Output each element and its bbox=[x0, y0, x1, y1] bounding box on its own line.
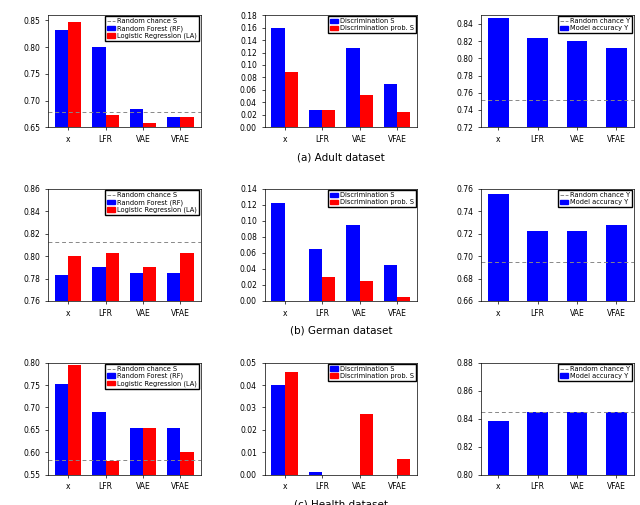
Bar bbox=[92, 267, 106, 505]
Legend: Random chance S, Random Forest (RF), Logistic Regression (LA): Random chance S, Random Forest (RF), Log… bbox=[106, 364, 199, 389]
Bar bbox=[143, 123, 156, 474]
Bar bbox=[360, 281, 372, 301]
Legend: Random chance Y, Model accuracy Y: Random chance Y, Model accuracy Y bbox=[558, 190, 632, 207]
Bar bbox=[55, 384, 68, 505]
Bar bbox=[68, 365, 81, 505]
Bar bbox=[397, 297, 410, 301]
Bar bbox=[167, 428, 180, 505]
Bar bbox=[567, 41, 588, 505]
Bar bbox=[527, 231, 548, 505]
Bar bbox=[360, 95, 372, 127]
Legend: Random chance Y, Model accuracy Y: Random chance Y, Model accuracy Y bbox=[558, 17, 632, 33]
Bar bbox=[322, 111, 335, 127]
Bar bbox=[397, 459, 410, 475]
Bar bbox=[130, 273, 143, 505]
Bar bbox=[322, 277, 335, 301]
Bar bbox=[55, 30, 68, 474]
Bar bbox=[271, 204, 285, 301]
Bar bbox=[488, 18, 509, 505]
Bar bbox=[130, 109, 143, 474]
Bar bbox=[567, 231, 588, 505]
Bar bbox=[309, 473, 322, 475]
Bar bbox=[68, 256, 81, 505]
Bar bbox=[309, 249, 322, 301]
Bar bbox=[180, 117, 193, 474]
X-axis label: (a) Adult dataset: (a) Adult dataset bbox=[297, 152, 385, 162]
Bar bbox=[106, 461, 118, 505]
Bar bbox=[106, 253, 118, 505]
Bar bbox=[130, 428, 143, 505]
Bar bbox=[488, 194, 509, 505]
Bar bbox=[346, 48, 360, 127]
Legend: Discrimination S, Discrimination prob. S: Discrimination S, Discrimination prob. S bbox=[328, 17, 416, 33]
Bar bbox=[271, 385, 285, 475]
Bar bbox=[106, 115, 118, 474]
Bar bbox=[143, 267, 156, 505]
Bar bbox=[143, 428, 156, 505]
Bar bbox=[384, 265, 397, 301]
Bar bbox=[360, 414, 372, 475]
Legend: Discrimination S, Discrimination prob. S: Discrimination S, Discrimination prob. S bbox=[328, 364, 416, 381]
Bar bbox=[68, 22, 81, 474]
Bar bbox=[285, 72, 298, 127]
Legend: Random chance S, Random Forest (RF), Logistic Regression (LA): Random chance S, Random Forest (RF), Log… bbox=[106, 190, 199, 215]
Legend: Random chance S, Random Forest (RF), Logistic Regression (LA): Random chance S, Random Forest (RF), Log… bbox=[106, 17, 199, 41]
Bar bbox=[527, 38, 548, 505]
Bar bbox=[167, 117, 180, 474]
Bar bbox=[180, 452, 193, 505]
Bar bbox=[55, 275, 68, 505]
Bar bbox=[567, 412, 588, 505]
Bar bbox=[180, 253, 193, 505]
Bar bbox=[167, 273, 180, 505]
Bar bbox=[384, 84, 397, 127]
Bar bbox=[397, 112, 410, 127]
Bar bbox=[271, 28, 285, 127]
X-axis label: (c) Health dataset: (c) Health dataset bbox=[294, 499, 388, 505]
Legend: Random chance Y, Model accuracy Y: Random chance Y, Model accuracy Y bbox=[558, 364, 632, 381]
Bar bbox=[488, 422, 509, 505]
Bar bbox=[606, 225, 627, 505]
Bar bbox=[92, 412, 106, 505]
Bar bbox=[606, 412, 627, 505]
Bar bbox=[527, 412, 548, 505]
Bar bbox=[309, 111, 322, 127]
X-axis label: (b) German dataset: (b) German dataset bbox=[289, 326, 392, 336]
Bar bbox=[285, 372, 298, 475]
Bar bbox=[92, 47, 106, 474]
Legend: Discrimination S, Discrimination prob. S: Discrimination S, Discrimination prob. S bbox=[328, 190, 416, 207]
Bar bbox=[346, 225, 360, 301]
Bar bbox=[606, 48, 627, 505]
